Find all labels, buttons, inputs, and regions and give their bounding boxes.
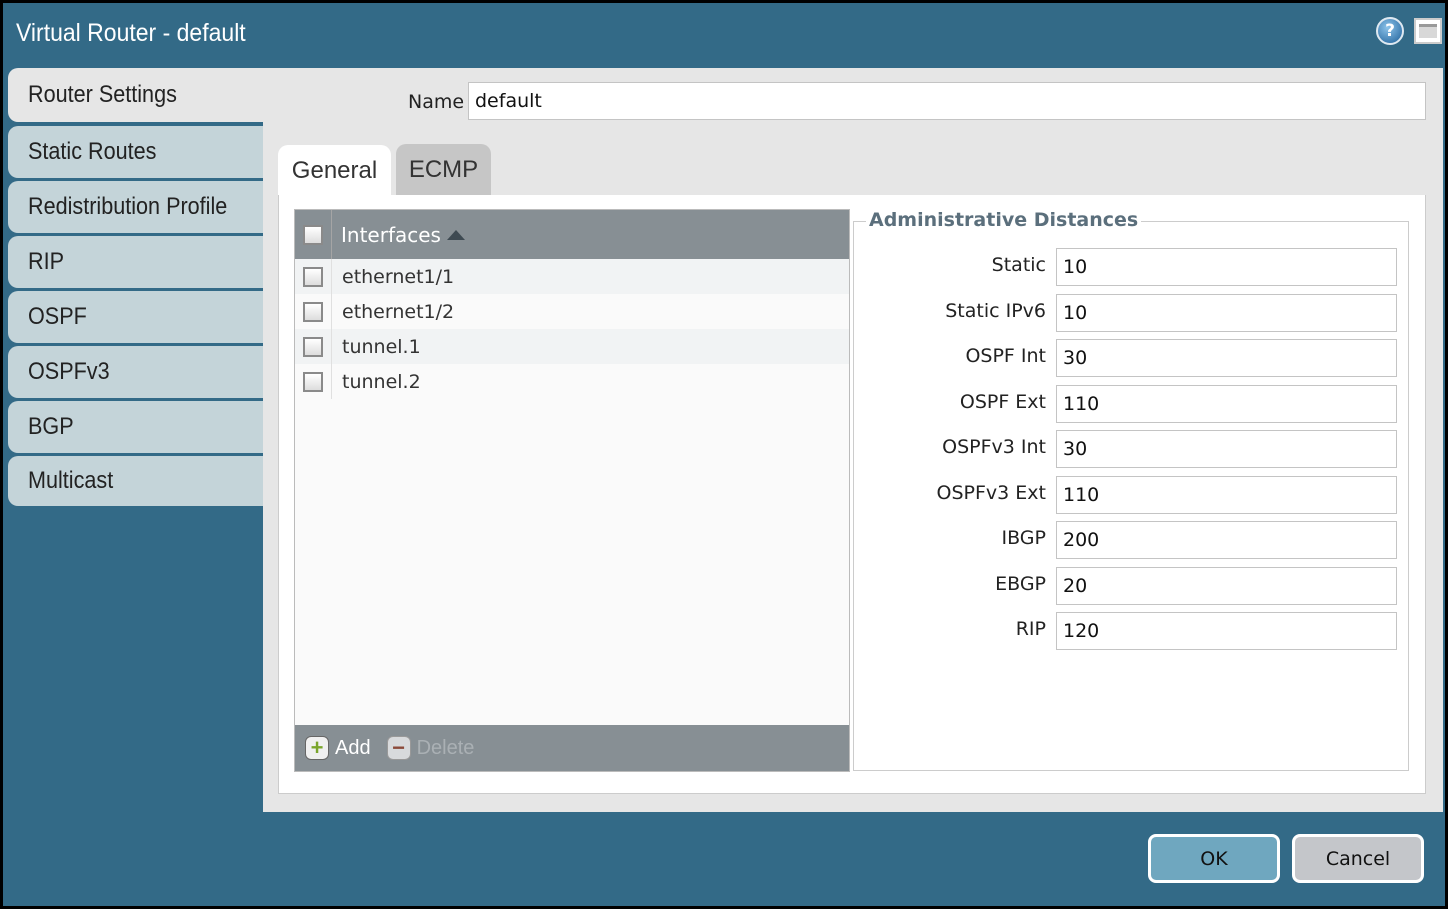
table-row[interactable]: ethernet1/2 [295,294,849,329]
distance-label: Static [991,254,1046,276]
general-tab-content: Interfaces ethernet1/1 ethernet1/2 tunnel.… [278,195,1426,794]
row-checkbox[interactable] [303,336,323,357]
sort-ascending-icon[interactable] [446,229,465,240]
sidebar-item-label: OSPF [28,303,87,330]
distance-input[interactable]: 30 [1056,339,1397,377]
distance-input[interactable]: 20 [1056,566,1397,605]
main-panel: Name default General ECMP Interfaces eth… [263,68,1443,812]
sidebar-item-multicast[interactable]: Multicast [8,456,263,506]
sidebar-item-static-routes[interactable]: Static Routes [8,126,263,178]
distance-input[interactable]: 120 [1056,612,1397,650]
distance-label: OSPF Int [965,345,1046,367]
tab-ecmp[interactable]: ECMP [396,144,491,195]
distance-input[interactable]: 10 [1056,248,1397,286]
distance-label: IBGP [1001,527,1047,549]
ok-button[interactable]: OK [1148,834,1280,883]
dialog-title: Virtual Router - default [16,19,246,47]
interface-name: tunnel.2 [342,370,421,393]
sidebar-item-ospfv3[interactable]: OSPFv3 [8,346,263,398]
distance-input[interactable]: 110 [1056,475,1397,514]
interface-name: ethernet1/1 [342,265,455,288]
distance-input[interactable]: 30 [1056,430,1397,468]
sidebar-item-router-settings[interactable]: Router Settings [8,68,263,122]
name-input[interactable]: default [468,82,1426,120]
add-label: Add [335,736,371,759]
tab-general[interactable]: General [278,145,391,196]
sidebar-item-label: Redistribution Profile [28,193,228,220]
table-row[interactable]: tunnel.2 [295,364,849,399]
interfaces-grid: Interfaces ethernet1/1 ethernet1/2 tunnel.… [294,209,850,772]
sidebar-item-label: Static Routes [28,138,157,165]
row-checkbox[interactable] [303,266,323,287]
distance-label: OSPFv3 Ext [936,481,1046,504]
sidebar-item-label: RIP [28,248,65,275]
virtual-router-dialog: Virtual Router - default ? Router Settin… [3,3,1445,906]
sidebar-item-ospf[interactable]: OSPF [8,291,263,343]
delete-icon: − [386,735,411,760]
grid-header: Interfaces [295,210,849,259]
administrative-distances-fieldset: Administrative Distances Static 10 Static … [853,209,1409,771]
sidebar-item-redistribution-profile[interactable]: Redistribution Profile [8,181,263,233]
grid-toolbar: + Add − Delete [295,725,849,771]
sidebar-item-label: Multicast [28,467,114,494]
distance-input[interactable]: 10 [1056,293,1397,332]
table-row[interactable]: ethernet1/1 [295,259,849,294]
sidebar-item-label: BGP [28,413,74,440]
sidebar-item-label: OSPFv3 [28,358,110,385]
fieldset-legend: Administrative Distances [866,209,1142,231]
distance-label: RIP [1015,618,1046,640]
sidebar-item-bgp[interactable]: BGP [8,401,263,453]
maximize-icon[interactable] [1414,18,1442,44]
interface-name: ethernet1/2 [342,300,455,323]
distance-input[interactable]: 110 [1056,384,1397,423]
select-all-checkbox[interactable] [303,224,323,245]
distance-label: EBGP [995,572,1046,595]
interface-name: tunnel.1 [342,335,421,358]
distance-label: OSPFv3 Int [942,436,1046,458]
delete-label: Delete [416,736,475,759]
help-icon[interactable]: ? [1376,17,1404,45]
delete-button[interactable]: − Delete [386,735,475,760]
table-row[interactable]: tunnel.1 [295,329,849,364]
name-label: Name [408,91,465,113]
sidebar-item-rip[interactable]: RIP [8,236,263,288]
interfaces-column-header[interactable]: Interfaces [341,222,441,247]
distance-input[interactable]: 200 [1056,521,1397,559]
row-checkbox[interactable] [303,301,323,322]
add-button[interactable]: + Add [305,735,371,760]
distance-label: OSPF Ext [959,390,1046,413]
row-checkbox[interactable] [303,371,323,392]
distance-label: Static IPv6 [945,299,1046,322]
add-icon: + [305,735,329,760]
sidebar-item-label: Router Settings [28,81,177,108]
cancel-button[interactable]: Cancel [1292,834,1424,883]
